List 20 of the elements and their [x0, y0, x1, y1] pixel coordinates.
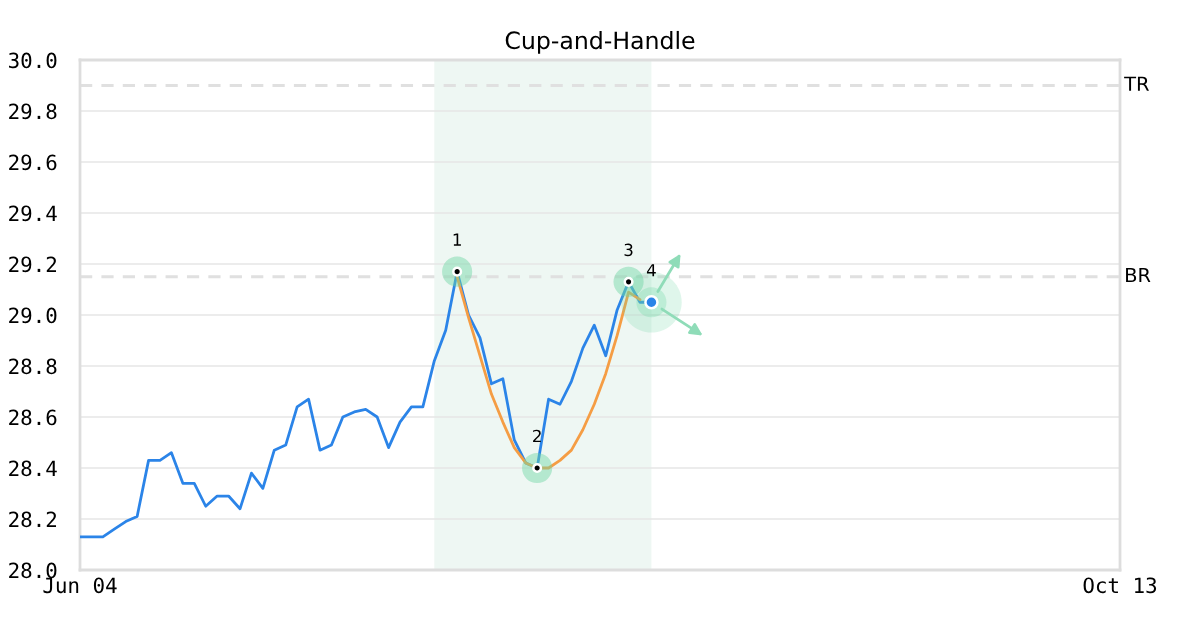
y-tick-label: 28.4: [9, 460, 57, 477]
x-tick-label: Jun 04: [43, 577, 117, 594]
x-tick-label: Oct 13: [1083, 577, 1157, 594]
annotation: 1: [453, 233, 461, 246]
y-tick-label: 29.0: [9, 307, 57, 324]
y-tick-label: 28.6: [9, 409, 57, 426]
ref-line-label: BR: [1126, 267, 1151, 283]
y-tick-label: 29.6: [9, 154, 57, 171]
annotation: 2: [533, 429, 541, 443]
annotation: 3: [624, 243, 633, 257]
y-tick-label: 28.8: [9, 358, 57, 375]
y-tick-label: 28.2: [9, 511, 57, 528]
y-tick-label: 30.0: [9, 52, 57, 69]
y-tick-label: 29.8: [9, 103, 57, 120]
y-tick-label: 28.0: [9, 562, 57, 579]
ref-line-label: TR: [1124, 76, 1149, 91]
annotation: 4: [646, 264, 656, 277]
y-tick-label: 29.2: [9, 256, 57, 273]
chart-title: Cup-and-Handle: [505, 30, 695, 54]
y-tick-label: 29.4: [9, 205, 57, 222]
